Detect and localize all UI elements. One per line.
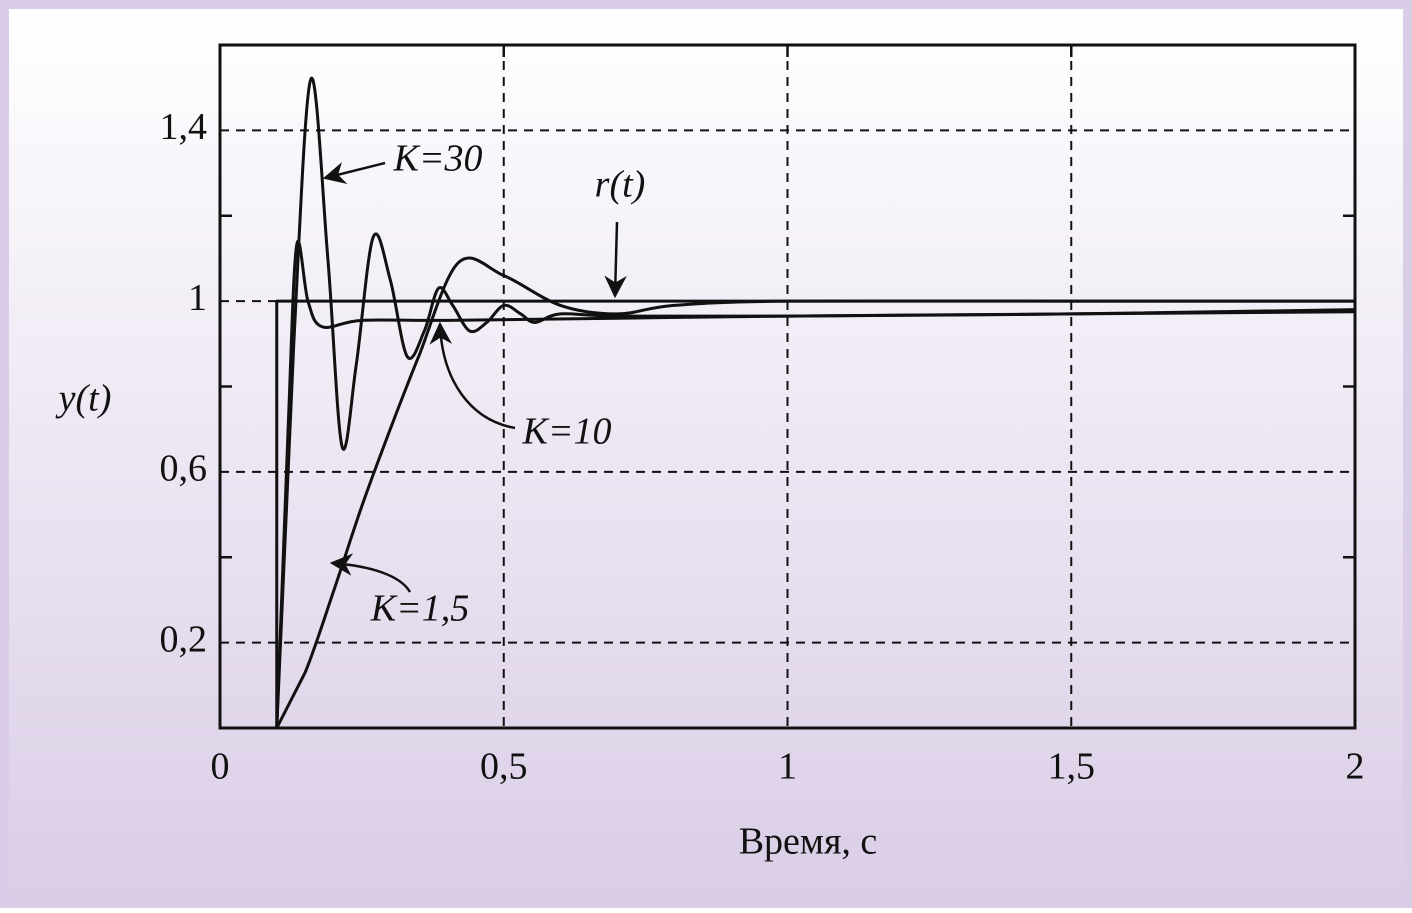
series-annotation: K=1,5: [370, 588, 470, 630]
arrow: [604, 221, 627, 299]
x-tick-label: 0,5: [480, 746, 528, 788]
y-axis-label: y(t): [55, 378, 112, 420]
series-annotation: K=10: [522, 411, 612, 453]
series-line: [275, 240, 1356, 729]
x-tick-label: 2: [1346, 746, 1365, 788]
series-annotation: K=30: [393, 138, 483, 180]
y-tick-label: 0,6: [160, 448, 208, 490]
series-line: [275, 76, 1356, 729]
y-tick-label: 1: [188, 277, 207, 319]
arrow: [322, 161, 386, 185]
x-tick-label: 1,5: [1048, 746, 1096, 788]
series-annotation: r(t): [595, 164, 646, 206]
panel: [9, 9, 1403, 899]
arrow: [329, 553, 412, 593]
x-tick-label: 0: [211, 746, 230, 788]
x-tick-label: 1: [778, 746, 797, 788]
arrow: [429, 321, 516, 430]
plot-frame: [218, 43, 1357, 730]
y-tick-label: 1,4: [160, 106, 208, 148]
x-axis-label: Время, с: [739, 821, 878, 863]
y-tick-label: 0,2: [160, 618, 208, 660]
